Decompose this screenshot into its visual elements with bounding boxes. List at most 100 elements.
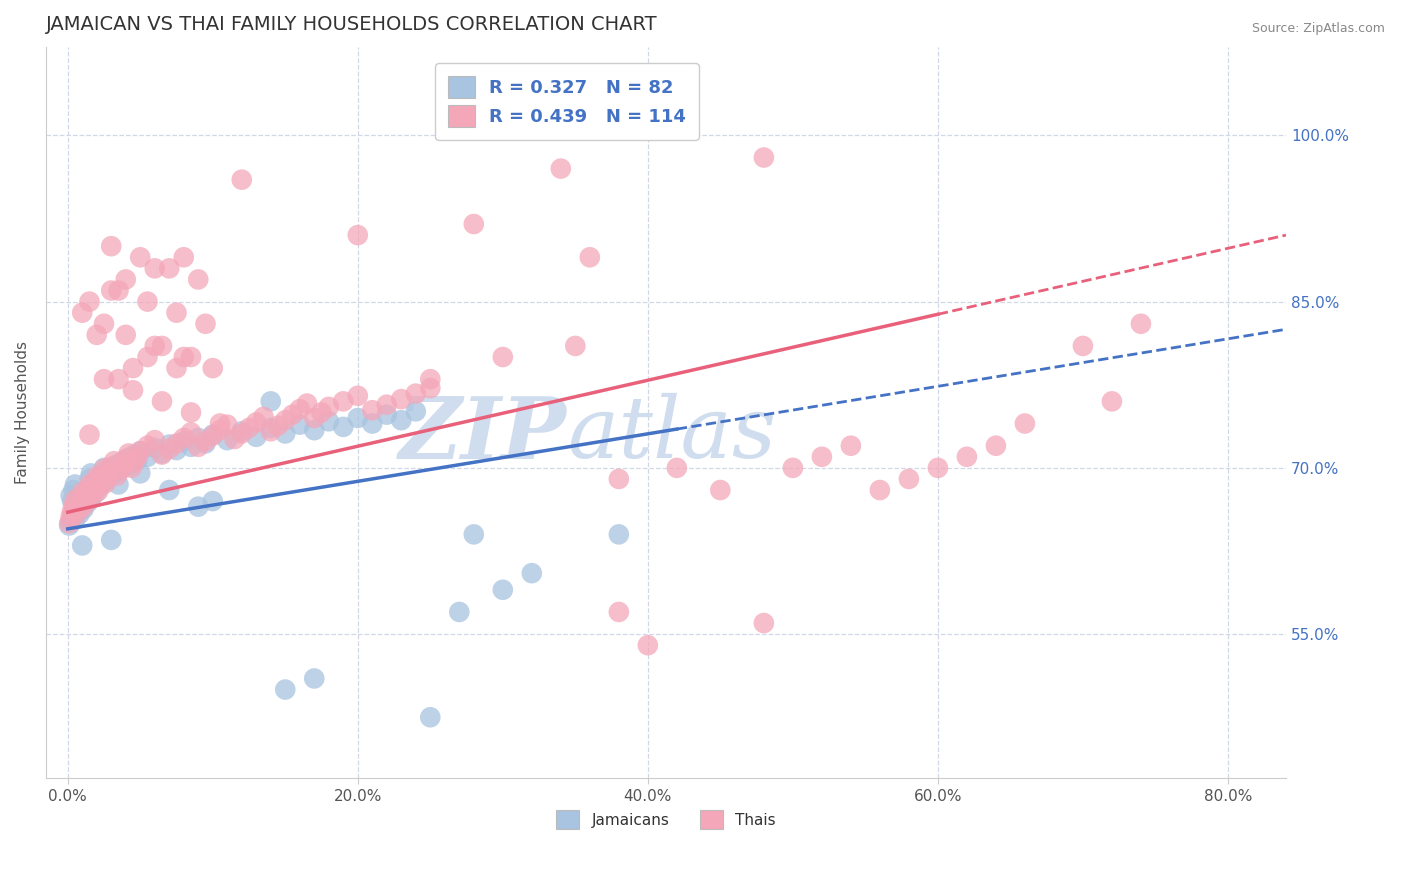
Point: [121, 461, 143, 475]
Point: [63, 513, 86, 527]
Point: [449, 605, 471, 619]
Point: [63, 477, 86, 491]
Point: [238, 421, 260, 435]
Point: [607, 472, 630, 486]
Point: [59, 509, 82, 524]
Point: [80, 491, 103, 506]
Point: [103, 454, 125, 468]
Point: [361, 403, 384, 417]
Point: [93, 317, 115, 331]
Point: [93, 372, 115, 386]
Point: [281, 408, 304, 422]
Point: [252, 409, 274, 424]
Point: [274, 413, 297, 427]
Point: [90, 471, 112, 485]
Point: [224, 432, 246, 446]
Point: [665, 461, 688, 475]
Point: [419, 372, 441, 386]
Point: [93, 467, 115, 482]
Point: [80, 491, 103, 506]
Point: [70, 485, 93, 500]
Point: [67, 508, 90, 522]
Point: [274, 426, 297, 441]
Point: [208, 423, 231, 437]
Point: [361, 417, 384, 431]
Point: [65, 505, 87, 519]
Point: [94, 476, 117, 491]
Point: [94, 473, 117, 487]
Point: [75, 493, 97, 508]
Point: [201, 494, 224, 508]
Point: [260, 421, 283, 435]
Text: atlas: atlas: [567, 393, 776, 475]
Point: [217, 417, 239, 432]
Legend: Jamaicans, Thais: Jamaicans, Thais: [548, 803, 783, 837]
Point: [869, 483, 891, 497]
Point: [173, 250, 195, 264]
Point: [108, 463, 131, 477]
Point: [194, 436, 217, 450]
Point: [114, 459, 136, 474]
Point: [311, 405, 333, 419]
Point: [70, 306, 93, 320]
Point: [80, 467, 103, 481]
Point: [463, 217, 485, 231]
Point: [79, 294, 101, 309]
Point: [550, 161, 572, 176]
Point: [60, 504, 83, 518]
Point: [97, 465, 120, 479]
Point: [107, 372, 129, 386]
Point: [66, 501, 89, 516]
Point: [201, 427, 224, 442]
Point: [59, 515, 82, 529]
Point: [86, 469, 108, 483]
Point: [187, 440, 209, 454]
Point: [187, 500, 209, 514]
Point: [79, 487, 101, 501]
Point: [89, 478, 111, 492]
Point: [63, 493, 86, 508]
Point: [187, 272, 209, 286]
Point: [75, 494, 97, 508]
Point: [419, 381, 441, 395]
Point: [129, 444, 152, 458]
Point: [111, 458, 134, 472]
Point: [129, 444, 152, 458]
Point: [260, 394, 283, 409]
Point: [89, 480, 111, 494]
Point: [180, 440, 202, 454]
Point: [59, 489, 82, 503]
Point: [405, 404, 427, 418]
Point: [114, 272, 136, 286]
Point: [73, 500, 96, 514]
Point: [1129, 317, 1152, 331]
Point: [124, 448, 146, 462]
Point: [103, 467, 125, 481]
Point: [956, 450, 979, 464]
Point: [79, 427, 101, 442]
Point: [93, 461, 115, 475]
Point: [82, 484, 104, 499]
Point: [1014, 417, 1036, 431]
Point: [166, 306, 188, 320]
Point: [83, 481, 105, 495]
Point: [129, 467, 152, 481]
Point: [76, 490, 98, 504]
Point: [304, 411, 326, 425]
Point: [58, 516, 80, 531]
Point: [637, 638, 659, 652]
Point: [157, 442, 180, 456]
Point: [91, 467, 114, 482]
Point: [58, 518, 80, 533]
Point: [117, 446, 139, 460]
Point: [419, 710, 441, 724]
Point: [157, 437, 180, 451]
Point: [100, 239, 122, 253]
Point: [231, 425, 253, 439]
Text: ZIP: ZIP: [399, 392, 567, 476]
Point: [984, 439, 1007, 453]
Point: [150, 446, 173, 460]
Point: [607, 605, 630, 619]
Text: JAMAICAN VS THAI FAMILY HOUSEHOLDS CORRELATION CHART: JAMAICAN VS THAI FAMILY HOUSEHOLDS CORRE…: [46, 15, 658, 34]
Point: [811, 450, 834, 464]
